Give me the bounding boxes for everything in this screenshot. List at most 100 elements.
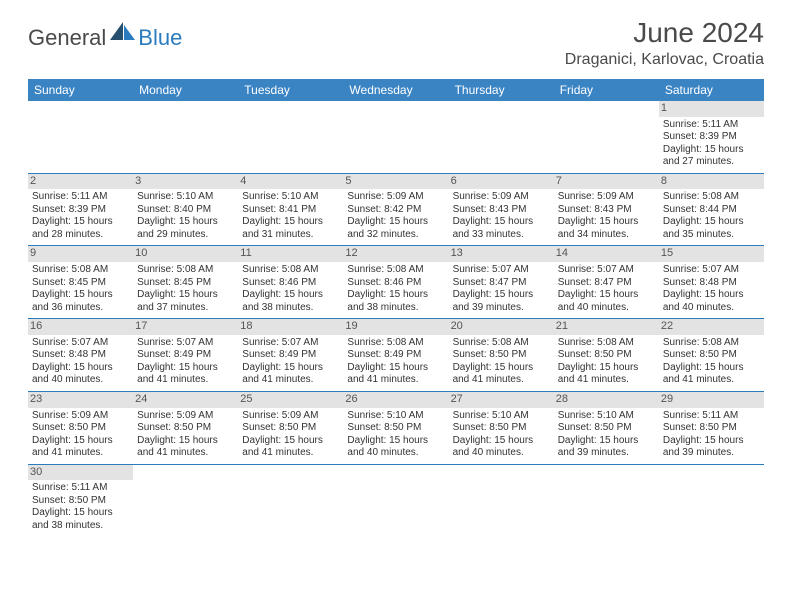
sunrise-line: Sunrise: 5:08 AM [453,337,550,350]
calendar-day-cell: 15Sunrise: 5:07 AMSunset: 8:48 PMDayligh… [659,246,764,319]
sunset-line: Sunset: 8:50 PM [242,422,339,435]
calendar-day-cell: 12Sunrise: 5:08 AMSunset: 8:46 PMDayligh… [343,246,448,319]
daylight-line-a: Daylight: 15 hours [663,144,760,157]
sunset-line: Sunset: 8:44 PM [663,204,760,217]
sunrise-line: Sunrise: 5:07 AM [453,264,550,277]
sunset-line: Sunset: 8:50 PM [32,495,129,508]
calendar-day-cell [659,464,764,536]
daylight-line-a: Daylight: 15 hours [242,435,339,448]
calendar-day-cell: 30Sunrise: 5:11 AMSunset: 8:50 PMDayligh… [28,464,133,536]
weekday-header: Monday [133,79,238,101]
daylight-line-b: and 32 minutes. [347,229,444,242]
sunset-line: Sunset: 8:50 PM [347,422,444,435]
calendar-day-cell: 21Sunrise: 5:08 AMSunset: 8:50 PMDayligh… [554,319,659,392]
calendar-week-row: 16Sunrise: 5:07 AMSunset: 8:48 PMDayligh… [28,319,764,392]
sunset-line: Sunset: 8:39 PM [32,204,129,217]
daylight-line-a: Daylight: 15 hours [663,289,760,302]
sunset-line: Sunset: 8:50 PM [453,349,550,362]
calendar-day-cell: 29Sunrise: 5:11 AMSunset: 8:50 PMDayligh… [659,391,764,464]
daylight-line-b: and 28 minutes. [32,229,129,242]
daylight-line-b: and 41 minutes. [32,447,129,460]
day-number: 4 [238,174,343,190]
sunset-line: Sunset: 8:40 PM [137,204,234,217]
sunrise-line: Sunrise: 5:09 AM [32,410,129,423]
calendar-day-cell [554,101,659,173]
day-number: 7 [554,174,659,190]
daylight-line-b: and 41 minutes. [137,447,234,460]
daylight-line-a: Daylight: 15 hours [32,216,129,229]
daylight-line-a: Daylight: 15 hours [663,216,760,229]
calendar-day-cell: 1Sunrise: 5:11 AMSunset: 8:39 PMDaylight… [659,101,764,173]
daylight-line-b: and 31 minutes. [242,229,339,242]
daylight-line-a: Daylight: 15 hours [242,289,339,302]
sunset-line: Sunset: 8:49 PM [242,349,339,362]
daylight-line-a: Daylight: 15 hours [558,289,655,302]
sunset-line: Sunset: 8:50 PM [663,349,760,362]
calendar-day-cell: 8Sunrise: 5:08 AMSunset: 8:44 PMDaylight… [659,173,764,246]
daylight-line-b: and 40 minutes. [32,374,129,387]
sunset-line: Sunset: 8:47 PM [453,277,550,290]
daylight-line-a: Daylight: 15 hours [32,289,129,302]
weekday-header: Thursday [449,79,554,101]
calendar-day-cell: 27Sunrise: 5:10 AMSunset: 8:50 PMDayligh… [449,391,554,464]
day-number: 12 [343,246,448,262]
daylight-line-b: and 38 minutes. [32,520,129,533]
day-number: 9 [28,246,133,262]
sunrise-line: Sunrise: 5:08 AM [347,264,444,277]
sunset-line: Sunset: 8:41 PM [242,204,339,217]
daylight-line-b: and 29 minutes. [137,229,234,242]
calendar-day-cell [238,464,343,536]
calendar-day-cell [343,101,448,173]
calendar-day-cell: 9Sunrise: 5:08 AMSunset: 8:45 PMDaylight… [28,246,133,319]
daylight-line-b: and 27 minutes. [663,156,760,169]
day-number: 2 [28,174,133,190]
calendar-day-cell [133,101,238,173]
sunrise-line: Sunrise: 5:09 AM [347,191,444,204]
day-number: 27 [449,392,554,408]
weekday-header: Sunday [28,79,133,101]
daylight-line-b: and 39 minutes. [663,447,760,460]
daylight-line-a: Daylight: 15 hours [32,435,129,448]
brand-name-b: Blue [138,27,182,49]
calendar-day-cell: 18Sunrise: 5:07 AMSunset: 8:49 PMDayligh… [238,319,343,392]
daylight-line-b: and 34 minutes. [558,229,655,242]
daylight-line-a: Daylight: 15 hours [347,362,444,375]
sunrise-line: Sunrise: 5:07 AM [137,337,234,350]
sunset-line: Sunset: 8:46 PM [242,277,339,290]
page-title: June 2024 [565,18,764,49]
sunset-line: Sunset: 8:50 PM [32,422,129,435]
calendar-day-cell [238,101,343,173]
calendar-day-cell: 22Sunrise: 5:08 AMSunset: 8:50 PMDayligh… [659,319,764,392]
sunrise-line: Sunrise: 5:11 AM [32,191,129,204]
brand-name-a: General [28,27,106,49]
day-number: 1 [659,101,764,117]
daylight-line-b: and 33 minutes. [453,229,550,242]
daylight-line-b: and 40 minutes. [558,302,655,315]
sunrise-line: Sunrise: 5:11 AM [663,119,760,132]
sunrise-line: Sunrise: 5:08 AM [663,191,760,204]
daylight-line-b: and 39 minutes. [453,302,550,315]
calendar-day-cell: 14Sunrise: 5:07 AMSunset: 8:47 PMDayligh… [554,246,659,319]
sunrise-line: Sunrise: 5:10 AM [137,191,234,204]
calendar-day-cell: 26Sunrise: 5:10 AMSunset: 8:50 PMDayligh… [343,391,448,464]
sunset-line: Sunset: 8:50 PM [663,422,760,435]
daylight-line-b: and 39 minutes. [558,447,655,460]
sunrise-line: Sunrise: 5:08 AM [663,337,760,350]
calendar-week-row: 1Sunrise: 5:11 AMSunset: 8:39 PMDaylight… [28,101,764,173]
sunrise-line: Sunrise: 5:07 AM [663,264,760,277]
sunset-line: Sunset: 8:42 PM [347,204,444,217]
day-number: 15 [659,246,764,262]
sunset-line: Sunset: 8:50 PM [453,422,550,435]
day-number: 25 [238,392,343,408]
sunset-line: Sunset: 8:49 PM [347,349,444,362]
daylight-line-b: and 41 minutes. [242,374,339,387]
sunset-line: Sunset: 8:50 PM [558,349,655,362]
daylight-line-b: and 41 minutes. [558,374,655,387]
day-number: 17 [133,319,238,335]
calendar-day-cell [449,101,554,173]
sunrise-line: Sunrise: 5:09 AM [558,191,655,204]
sunset-line: Sunset: 8:46 PM [347,277,444,290]
calendar-day-cell: 16Sunrise: 5:07 AMSunset: 8:48 PMDayligh… [28,319,133,392]
day-number: 30 [28,465,133,481]
daylight-line-a: Daylight: 15 hours [242,216,339,229]
